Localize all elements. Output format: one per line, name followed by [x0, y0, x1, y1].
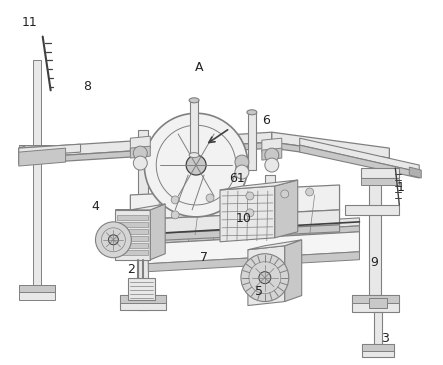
Polygon shape [272, 142, 389, 164]
Text: 11: 11 [22, 16, 37, 29]
Polygon shape [138, 130, 148, 310]
Polygon shape [362, 345, 394, 357]
Polygon shape [248, 240, 302, 250]
Polygon shape [374, 311, 382, 354]
Text: 3: 3 [381, 333, 389, 345]
Circle shape [265, 148, 279, 162]
Polygon shape [130, 185, 339, 220]
Polygon shape [148, 218, 359, 238]
Text: 5: 5 [255, 285, 263, 298]
Polygon shape [345, 205, 399, 215]
Polygon shape [116, 204, 165, 210]
Polygon shape [120, 295, 166, 303]
Polygon shape [220, 186, 275, 242]
Text: 1: 1 [396, 181, 404, 195]
Circle shape [206, 194, 214, 202]
Circle shape [133, 146, 147, 160]
Circle shape [171, 196, 179, 204]
Polygon shape [148, 232, 359, 264]
Polygon shape [19, 142, 272, 164]
Polygon shape [262, 148, 282, 160]
Text: 4: 4 [92, 200, 100, 213]
Polygon shape [300, 145, 419, 178]
Circle shape [246, 192, 254, 200]
Polygon shape [220, 180, 298, 190]
Polygon shape [120, 295, 166, 310]
Polygon shape [369, 297, 387, 308]
Text: 2: 2 [127, 263, 135, 276]
Polygon shape [130, 136, 150, 150]
Polygon shape [117, 215, 148, 220]
Polygon shape [19, 145, 54, 155]
Polygon shape [353, 295, 399, 303]
Circle shape [235, 155, 249, 169]
Circle shape [96, 222, 131, 258]
Circle shape [144, 113, 248, 217]
Polygon shape [33, 61, 41, 295]
Circle shape [306, 188, 314, 196]
Polygon shape [148, 252, 359, 272]
Polygon shape [19, 148, 66, 166]
Polygon shape [190, 100, 198, 155]
Polygon shape [248, 246, 285, 306]
Polygon shape [117, 236, 148, 241]
Circle shape [235, 165, 249, 179]
Text: A: A [195, 61, 203, 74]
Polygon shape [19, 146, 25, 164]
Polygon shape [19, 285, 54, 292]
Polygon shape [19, 285, 54, 300]
Ellipse shape [189, 98, 199, 103]
Text: 9: 9 [370, 256, 378, 269]
Text: 61: 61 [229, 172, 245, 185]
Polygon shape [128, 278, 155, 300]
Polygon shape [353, 295, 399, 311]
Polygon shape [130, 146, 150, 158]
Polygon shape [148, 226, 359, 244]
Polygon shape [409, 167, 421, 178]
Polygon shape [285, 240, 302, 301]
Ellipse shape [247, 110, 257, 115]
Text: 10: 10 [236, 212, 252, 225]
Circle shape [133, 156, 147, 170]
Polygon shape [255, 285, 285, 293]
Polygon shape [116, 210, 150, 260]
Polygon shape [272, 132, 389, 158]
Circle shape [241, 254, 289, 301]
Text: 8: 8 [83, 80, 91, 93]
Polygon shape [255, 285, 285, 300]
Circle shape [246, 209, 254, 217]
Polygon shape [19, 132, 272, 158]
Polygon shape [361, 168, 399, 178]
Polygon shape [117, 222, 148, 227]
Polygon shape [130, 210, 339, 235]
Circle shape [265, 158, 279, 172]
Text: 7: 7 [200, 250, 208, 264]
Circle shape [259, 272, 271, 284]
Polygon shape [117, 229, 148, 234]
Circle shape [186, 155, 206, 175]
Circle shape [171, 211, 179, 219]
Polygon shape [369, 175, 381, 310]
Polygon shape [19, 145, 54, 160]
Polygon shape [361, 178, 399, 185]
Polygon shape [117, 250, 148, 255]
Polygon shape [19, 144, 81, 156]
Polygon shape [362, 345, 394, 351]
Ellipse shape [189, 153, 199, 158]
Polygon shape [265, 175, 275, 300]
Polygon shape [130, 225, 339, 242]
Circle shape [281, 190, 289, 198]
Polygon shape [117, 243, 148, 248]
Circle shape [109, 235, 118, 245]
Polygon shape [248, 112, 256, 170]
Polygon shape [262, 138, 282, 152]
Polygon shape [300, 138, 419, 172]
Polygon shape [150, 204, 165, 260]
Polygon shape [275, 180, 298, 238]
Text: 6: 6 [262, 114, 270, 127]
